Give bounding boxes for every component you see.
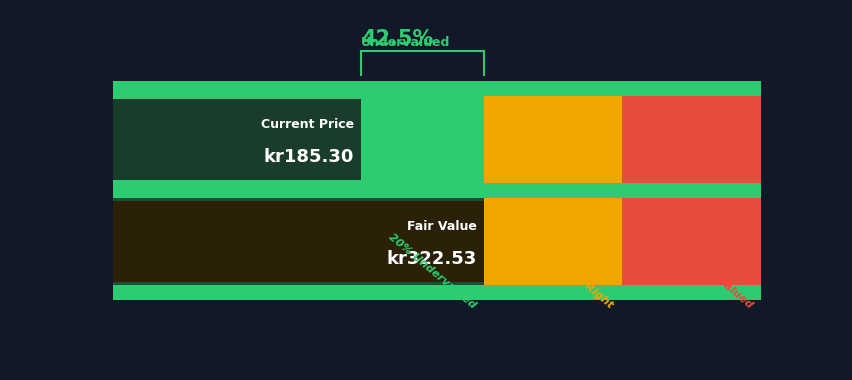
Text: kr185.30: kr185.30 bbox=[263, 148, 354, 166]
Text: Current Price: Current Price bbox=[261, 118, 354, 131]
Text: 20% Undervalued: 20% Undervalued bbox=[386, 232, 476, 311]
Bar bbox=[113, 99, 360, 180]
Text: 42.5%: 42.5% bbox=[360, 28, 433, 49]
Bar bbox=[483, 96, 622, 183]
Bar bbox=[483, 285, 622, 300]
Bar bbox=[622, 285, 760, 300]
Bar bbox=[622, 96, 760, 183]
Bar bbox=[622, 183, 760, 198]
Bar bbox=[622, 198, 760, 285]
Text: 20% Overvalued: 20% Overvalued bbox=[669, 238, 754, 311]
Text: Fair Value: Fair Value bbox=[407, 220, 476, 233]
Text: kr322.53: kr322.53 bbox=[387, 250, 476, 268]
Bar bbox=[113, 81, 483, 96]
Bar bbox=[113, 201, 483, 282]
Bar bbox=[113, 96, 483, 183]
Bar bbox=[113, 198, 483, 285]
Bar bbox=[483, 183, 622, 198]
Text: Undervalued: Undervalued bbox=[360, 21, 450, 49]
Bar bbox=[622, 81, 760, 96]
Bar bbox=[113, 285, 483, 300]
Bar bbox=[483, 81, 622, 96]
Bar bbox=[113, 183, 483, 198]
Bar bbox=[483, 198, 622, 285]
Text: About Right: About Right bbox=[551, 255, 615, 311]
